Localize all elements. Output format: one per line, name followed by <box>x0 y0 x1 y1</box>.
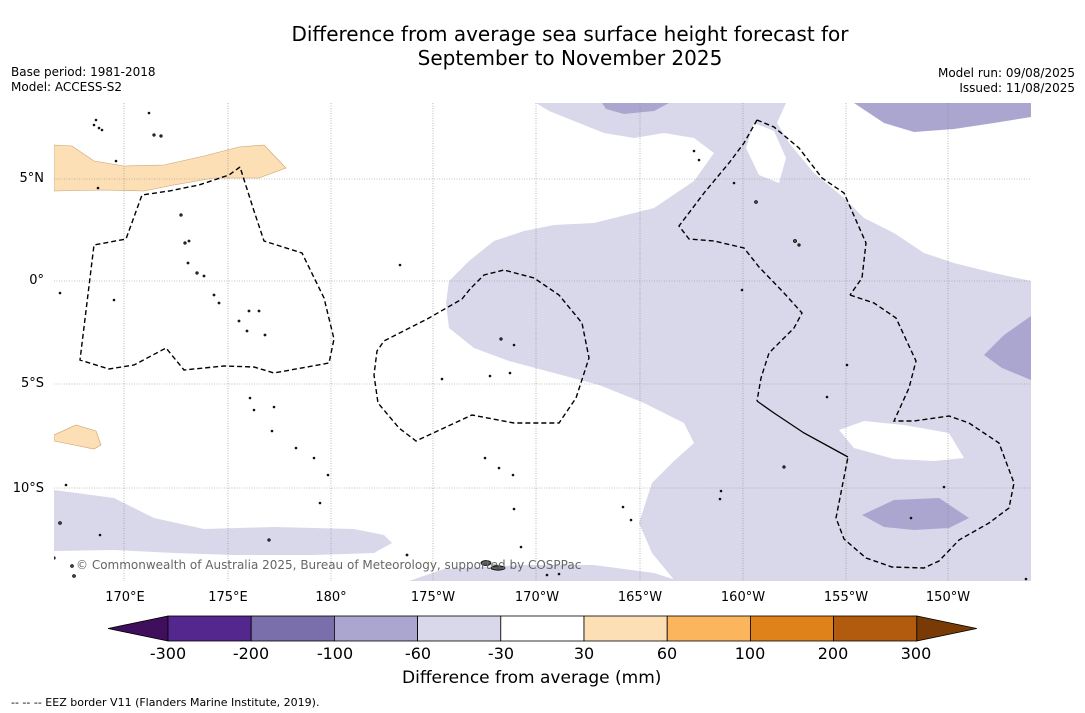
anomaly-region-white-hole <box>839 421 964 461</box>
colorbar-tick-label: 60 <box>656 644 678 663</box>
eez-border-east-solid <box>756 400 849 458</box>
colorbar-tick-label: -100 <box>316 644 354 663</box>
anomaly-region-orange-west <box>54 424 102 450</box>
graticule <box>54 103 1031 581</box>
anomaly-region-medium-purple-south <box>862 498 969 530</box>
anomaly-region-light-purple-southwest <box>409 565 679 581</box>
map-canvas <box>54 103 1031 581</box>
lon-label-150w: 150°W <box>925 590 971 605</box>
colorbar-tick-label: -200 <box>232 644 270 663</box>
colorbar-segment <box>417 615 502 642</box>
lon-label-155w: 155°W <box>823 590 869 605</box>
anomaly-region-medium-purple-top <box>602 103 669 114</box>
eez-borders <box>79 119 1015 569</box>
colorbar-title: Difference from average (mm) <box>402 668 662 688</box>
colorbar-extend-high <box>916 615 977 642</box>
colorbar <box>107 615 977 642</box>
anomaly-region-light-purple-main <box>446 103 1031 581</box>
colorbar-segment <box>833 615 918 642</box>
anomaly-region-light-purple-south-band <box>54 490 392 555</box>
anomaly-region-upper-white <box>746 123 786 183</box>
colorbar-segment <box>250 615 335 642</box>
colorbar-segment <box>333 615 418 642</box>
lat-label-0: 0° <box>29 273 44 288</box>
eez-border-west <box>79 166 335 374</box>
colorbar-segment <box>750 615 835 642</box>
colorbar-tick-label: 100 <box>734 644 766 663</box>
copyright-notice: © Commonwealth of Australia 2025, Bureau… <box>76 558 582 572</box>
lon-label-170w: 170°W <box>514 590 560 605</box>
colorbar-segment <box>583 615 668 642</box>
colorbar-tick-label: 300 <box>900 644 932 663</box>
colorbar-extend-low <box>107 615 169 642</box>
lon-label-160w: 160°W <box>720 590 766 605</box>
meta-left: Base period: 1981-2018 Model: ACCESS-S2 <box>11 65 156 95</box>
anomaly-region-medium-purple-ne <box>854 103 1031 132</box>
lon-label-180: 180° <box>315 590 347 605</box>
lon-label-165w: 165°W <box>617 590 663 605</box>
base-period: Base period: 1981-2018 <box>11 65 156 79</box>
colorbar-tick-label: -300 <box>149 644 187 663</box>
colorbar-segment <box>167 615 252 642</box>
title-line-2: September to November 2025 <box>417 46 723 70</box>
colorbar-tick-label: 30 <box>573 644 595 663</box>
lat-label-5s: 5°S <box>20 376 44 391</box>
meta-right: Model run: 09/08/2025 Issued: 11/08/2025 <box>938 66 1075 96</box>
map-title: Difference from average sea surface heig… <box>0 22 1085 70</box>
anomaly-region-medium-purple-east <box>984 316 1031 380</box>
eez-border-east-loop <box>835 294 1015 569</box>
lon-label-170e: 170°E <box>105 590 145 605</box>
islands <box>54 111 1028 581</box>
map-panel <box>54 103 1031 581</box>
model-name: Model: ACCESS-S2 <box>11 80 123 94</box>
eez-legend-footnote: -- -- -- EEZ border V11 (Flanders Marine… <box>11 696 320 709</box>
colorbar-tick-label: 200 <box>817 644 849 663</box>
lon-label-175w: 175°W <box>410 590 456 605</box>
colorbar-segment <box>666 615 751 642</box>
title-line-1: Difference from average sea surface heig… <box>291 22 849 46</box>
eez-border-central <box>373 269 590 442</box>
lat-label-10s: 10°S <box>12 481 44 496</box>
colorbar-segment <box>500 615 585 642</box>
lat-label-5n: 5°N <box>19 171 45 186</box>
colorbar-tick-label: -30 <box>487 644 515 663</box>
colorbar-tick-label: -60 <box>404 644 432 663</box>
eez-border-east-north <box>678 119 803 402</box>
model-run: Model run: 09/08/2025 <box>937 66 1075 80</box>
lon-label-175e: 175°E <box>208 590 248 605</box>
issued-date: Issued: 11/08/2025 <box>959 81 1075 95</box>
